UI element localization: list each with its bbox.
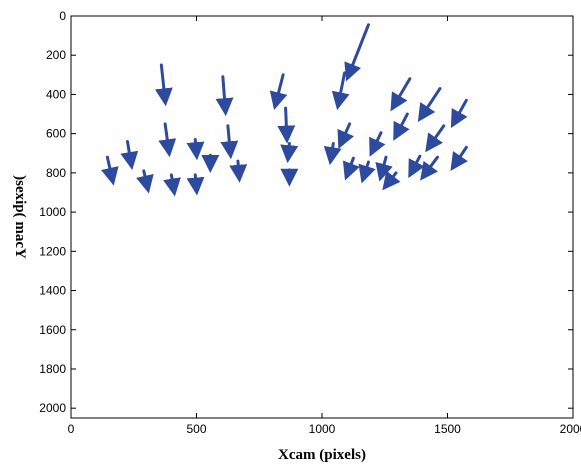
vector-arrow: [342, 156, 360, 181]
x-tick-label: 500: [186, 422, 206, 436]
y-tick-label: 1000: [39, 205, 66, 219]
vector-arrow: [358, 160, 376, 184]
vector-arrow: [186, 138, 205, 161]
vector-arrow: [331, 71, 350, 111]
vector-arrow: [186, 173, 205, 196]
vector-arrow: [375, 155, 393, 182]
vector-arrow: [450, 98, 468, 129]
vector-arrow: [408, 154, 425, 179]
x-axis-ticks: 0 500 1000 1500 2000: [68, 16, 581, 436]
vector-arrow: [344, 23, 370, 82]
vector-arrow: [323, 141, 342, 166]
x-tick-label: 1500: [434, 422, 461, 436]
x-tick-label: 2000: [560, 422, 581, 436]
y-tick-label: 1400: [39, 284, 66, 298]
vector-arrow: [390, 77, 412, 112]
vector-arrow: [369, 131, 386, 157]
x-tick-label: 0: [68, 422, 75, 436]
vector-arrow: [450, 145, 468, 171]
vector-field: [101, 23, 468, 197]
vector-arrow: [101, 155, 119, 186]
vector-arrow: [269, 73, 288, 111]
plot-area: [70, 15, 574, 419]
vector-arrow: [158, 122, 177, 158]
vector-arrow: [280, 141, 299, 164]
vector-arrow: [277, 106, 296, 144]
y-tick-label: 1600: [39, 323, 66, 337]
y-tick-label: 0: [59, 9, 66, 23]
x-axis-title: Xcam (pixels): [278, 447, 366, 463]
vector-arrow: [220, 124, 239, 160]
y-tick-label: 1200: [39, 244, 66, 258]
vector-arrow: [154, 63, 173, 107]
vector-arrow: [229, 159, 248, 183]
vector-arrow: [337, 122, 354, 149]
x-tick-label: 1000: [309, 422, 336, 436]
y-tick-label: 600: [46, 127, 66, 141]
vector-arrow: [120, 140, 139, 170]
y-tick-label: 1800: [39, 362, 66, 376]
y-tick-label: 2000: [39, 401, 66, 415]
vector-arrow: [425, 124, 446, 153]
vector-arrow: [163, 173, 181, 197]
vector-arrow: [382, 170, 401, 191]
y-axis-title: )sexip( macY: [12, 175, 28, 259]
vector-arrow: [136, 169, 154, 194]
y-tick-label: 400: [46, 87, 66, 101]
y-axis-ticks: 0 200 400 600 800 1000 1200 1400 1600 1800 2000: [39, 9, 573, 415]
vector-arrow: [420, 155, 439, 181]
y-tick-label: 200: [46, 48, 66, 62]
vector-arrow: [417, 87, 442, 122]
vector-arrow: [215, 75, 234, 117]
y-tick-label: 800: [46, 166, 66, 180]
vector-arrow: [393, 112, 410, 141]
